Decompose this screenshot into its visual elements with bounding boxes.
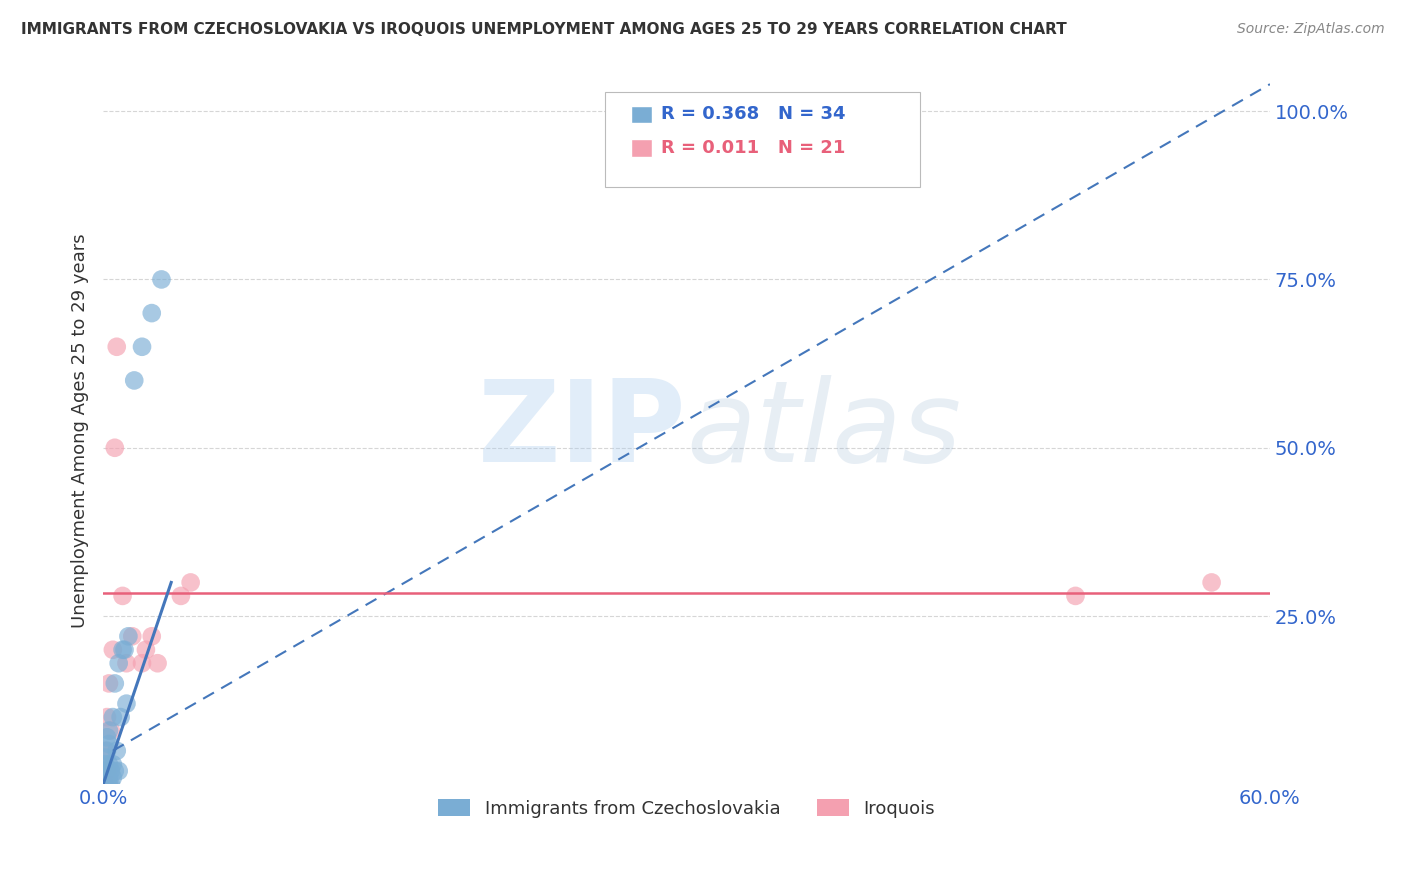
Point bbox=[100, 777, 122, 791]
Point bbox=[97, 771, 120, 785]
Point bbox=[141, 306, 163, 320]
FancyBboxPatch shape bbox=[630, 139, 651, 157]
Point bbox=[94, 750, 117, 764]
Point bbox=[117, 629, 139, 643]
Point bbox=[96, 771, 118, 785]
Point bbox=[96, 764, 118, 778]
Point bbox=[97, 757, 120, 772]
Point bbox=[104, 441, 127, 455]
Y-axis label: Unemployment Among Ages 25 to 29 years: Unemployment Among Ages 25 to 29 years bbox=[72, 234, 89, 628]
Point bbox=[96, 764, 118, 778]
Point bbox=[100, 764, 122, 778]
Point bbox=[105, 340, 128, 354]
Text: atlas: atlas bbox=[686, 376, 962, 486]
Point bbox=[104, 676, 127, 690]
Point bbox=[110, 710, 132, 724]
Point bbox=[101, 710, 124, 724]
Point bbox=[96, 777, 118, 791]
Point bbox=[96, 710, 118, 724]
Point bbox=[97, 777, 120, 791]
Text: Source: ZipAtlas.com: Source: ZipAtlas.com bbox=[1237, 22, 1385, 37]
Point bbox=[107, 657, 129, 671]
Point bbox=[115, 697, 138, 711]
Point bbox=[96, 744, 118, 758]
Point bbox=[1201, 575, 1223, 590]
Point bbox=[94, 777, 117, 791]
FancyBboxPatch shape bbox=[630, 105, 651, 123]
Text: IMMIGRANTS FROM CZECHOSLOVAKIA VS IROQUOIS UNEMPLOYMENT AMONG AGES 25 TO 29 YEAR: IMMIGRANTS FROM CZECHOSLOVAKIA VS IROQUO… bbox=[21, 22, 1067, 37]
Point bbox=[114, 642, 136, 657]
Point bbox=[141, 629, 163, 643]
Point bbox=[101, 757, 124, 772]
Point bbox=[104, 764, 127, 778]
Point bbox=[135, 642, 157, 657]
Text: R = 0.368   N = 34: R = 0.368 N = 34 bbox=[661, 105, 845, 123]
Point bbox=[122, 373, 145, 387]
Point bbox=[94, 744, 117, 758]
Point bbox=[180, 575, 202, 590]
Point bbox=[150, 272, 173, 286]
Text: ZIP: ZIP bbox=[478, 376, 686, 486]
Point bbox=[131, 340, 153, 354]
FancyBboxPatch shape bbox=[605, 92, 920, 187]
Point bbox=[94, 771, 117, 785]
Point bbox=[111, 589, 134, 603]
Point bbox=[97, 723, 120, 738]
Point bbox=[131, 657, 153, 671]
Point bbox=[121, 629, 143, 643]
Point bbox=[115, 657, 138, 671]
Text: R = 0.011   N = 21: R = 0.011 N = 21 bbox=[661, 139, 845, 157]
Point bbox=[146, 657, 169, 671]
Point bbox=[111, 642, 134, 657]
Point bbox=[97, 737, 120, 751]
Point bbox=[1064, 589, 1087, 603]
Point bbox=[105, 744, 128, 758]
Point bbox=[100, 723, 122, 738]
Point bbox=[170, 589, 193, 603]
Point bbox=[94, 777, 117, 791]
Point bbox=[94, 757, 117, 772]
Point bbox=[107, 764, 129, 778]
Point bbox=[101, 642, 124, 657]
Point bbox=[97, 777, 120, 791]
Point bbox=[94, 764, 117, 778]
Point bbox=[101, 771, 124, 785]
Legend: Immigrants from Czechoslovakia, Iroquois: Immigrants from Czechoslovakia, Iroquois bbox=[430, 792, 942, 825]
Point bbox=[96, 731, 118, 745]
Point bbox=[97, 676, 120, 690]
